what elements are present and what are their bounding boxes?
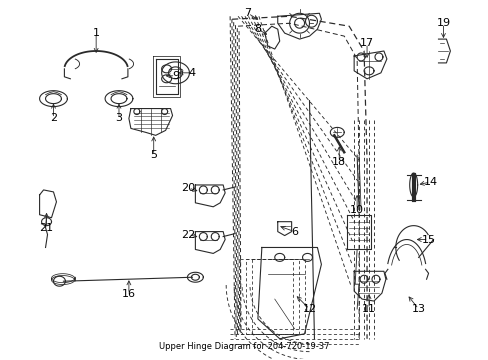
Text: 14: 14 xyxy=(423,177,437,187)
Text: 12: 12 xyxy=(302,304,316,314)
Text: 13: 13 xyxy=(411,304,425,314)
Text: 10: 10 xyxy=(349,205,364,215)
Text: 6: 6 xyxy=(290,226,298,237)
Text: 1: 1 xyxy=(92,28,100,38)
Text: Upper Hinge Diagram for 204-720-19-37: Upper Hinge Diagram for 204-720-19-37 xyxy=(159,342,329,351)
Text: 7: 7 xyxy=(244,8,251,18)
Text: 19: 19 xyxy=(435,18,449,28)
Text: 17: 17 xyxy=(359,38,373,48)
Text: 2: 2 xyxy=(50,113,57,123)
Text: 8: 8 xyxy=(254,24,261,34)
Text: 21: 21 xyxy=(40,222,54,233)
Text: 18: 18 xyxy=(331,157,346,167)
Text: 22: 22 xyxy=(181,230,195,239)
Text: 15: 15 xyxy=(421,234,435,244)
Text: 4: 4 xyxy=(188,68,196,78)
Text: 9: 9 xyxy=(172,71,179,81)
Text: 20: 20 xyxy=(181,183,195,193)
Text: 11: 11 xyxy=(361,304,375,314)
Text: 16: 16 xyxy=(122,289,136,299)
Text: 3: 3 xyxy=(115,113,122,123)
Text: 5: 5 xyxy=(150,150,157,160)
